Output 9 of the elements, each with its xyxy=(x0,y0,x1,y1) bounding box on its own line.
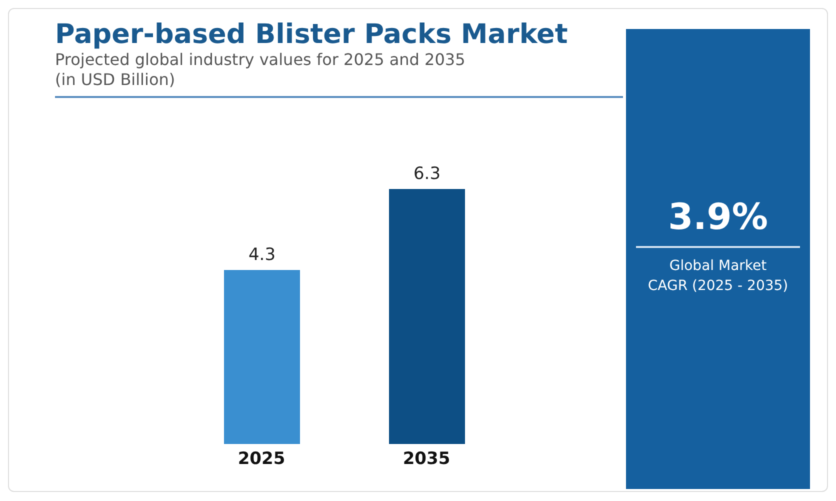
x-tick-label: 2025 xyxy=(238,449,286,470)
text: Global Market xyxy=(668,257,768,276)
data-label: 6.3 xyxy=(413,164,441,184)
text: 3.9% xyxy=(667,197,769,238)
data-label: 4.3 xyxy=(248,244,276,265)
x-tick-label: 2035 xyxy=(402,449,450,470)
chart-subtitle: Projected global industry values for 2025 and 2035 (in USD Billion) xyxy=(55,50,466,90)
text: CAGR (2025 - 2035) xyxy=(646,277,790,296)
chart-title: Paper-based Blister Packs Market xyxy=(55,19,569,50)
